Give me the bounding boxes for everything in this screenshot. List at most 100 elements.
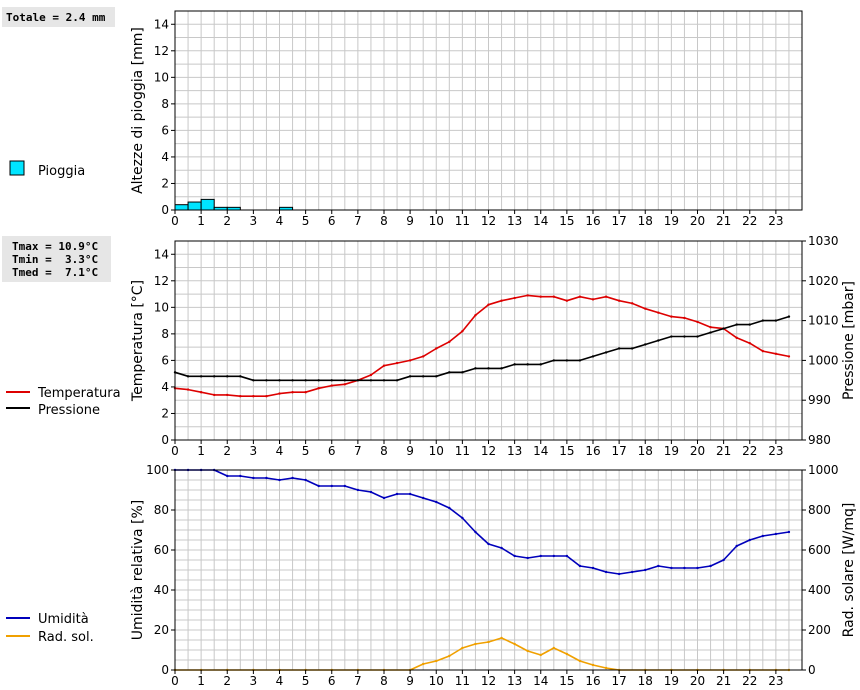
x-tick-label: 3	[250, 214, 258, 228]
y2-tick-label: 400	[808, 583, 831, 597]
y-tick-label: 20	[154, 623, 169, 637]
pressione-point	[226, 375, 229, 378]
x-tick-label: 8	[380, 674, 388, 688]
x-tick-label: 18	[638, 214, 653, 228]
umidita-point	[408, 492, 412, 496]
umidita-point	[239, 474, 242, 478]
pressione-point	[421, 375, 425, 378]
rad-sol-point	[421, 662, 425, 666]
pressione-point	[670, 335, 673, 338]
umidita-point	[448, 506, 451, 510]
pressione-point	[356, 379, 360, 382]
rain-total-box	[2, 7, 115, 27]
y-tick-label: 14	[154, 247, 169, 261]
temperatura-point	[421, 355, 425, 358]
x-tick-label: 9	[406, 214, 414, 228]
temperatura-point	[683, 316, 686, 320]
pressione-line	[174, 315, 790, 382]
umidita-point	[330, 484, 333, 488]
x-tick-label: 0	[171, 444, 179, 458]
umidita-point	[617, 572, 621, 576]
umidita-point	[761, 534, 765, 538]
y-tick-label: 4	[161, 150, 169, 164]
pressione-point	[552, 359, 556, 362]
y-axis-label: Temperatura [°C]	[130, 280, 146, 402]
y-tick-label: 0	[161, 663, 169, 677]
tmax-text: Tmax = 10.9°C	[12, 240, 98, 253]
x-tick-label: 10	[429, 214, 444, 228]
x-tick-label: 1	[197, 444, 205, 458]
temperatura-line	[174, 294, 790, 398]
x-tick-label: 19	[664, 674, 679, 688]
pressione-point	[774, 319, 778, 322]
temperatura-point	[199, 391, 203, 394]
temperatura-point	[657, 311, 660, 314]
x-tick-label: 2	[223, 674, 231, 688]
pressione-point	[487, 367, 490, 370]
temperatura-point	[395, 361, 399, 365]
x-tick-label: 6	[328, 214, 336, 228]
pressione-point	[578, 359, 582, 362]
rad-sol-point	[461, 646, 464, 650]
pressione-point	[317, 379, 320, 382]
humidity-legend-label: Umidità	[38, 612, 89, 627]
temperatura-point	[670, 315, 673, 318]
rain-panel: 0 1 2 3 4 5 6 7 8 9 10 11 12 13 14 15 16 17 18 19 20 21 22 2302…	[130, 10, 803, 228]
x-tick-label: 14	[533, 674, 548, 688]
x-tick-label: 10	[429, 444, 444, 458]
temperatura-point	[774, 352, 778, 355]
x-tick-label: 21	[716, 444, 731, 458]
pressione-point	[735, 323, 738, 326]
pressione-point	[395, 379, 399, 382]
rad-sol-point	[513, 642, 516, 646]
pressione-point	[539, 363, 542, 366]
x-tick-label: 13	[507, 444, 522, 458]
pressione-point	[278, 379, 281, 382]
x-tick-label: 4	[276, 214, 284, 228]
temperatura-point	[487, 303, 490, 306]
umidita-point	[787, 530, 791, 534]
x-tick-label: 11	[455, 674, 470, 688]
temperatura-point	[748, 341, 751, 345]
x-tick-label: 4	[276, 674, 284, 688]
pressione-point	[722, 327, 725, 330]
x-tick-label: 15	[559, 674, 574, 688]
x-tick-label: 21	[716, 674, 731, 688]
temperatura-point	[369, 373, 373, 377]
humidity-radiation-panel: 0 1 2 3 4 5 6 7 8 9 10 11 12 13 14 15 16 17 18 19 20 21 22 2302…	[130, 463, 857, 688]
temperatura-point	[317, 387, 320, 390]
temperatura-point	[382, 364, 386, 367]
pressione-point	[617, 347, 621, 350]
umidita-point	[709, 564, 712, 568]
y2-tick-label: 0	[808, 663, 816, 677]
x-tick-label: 22	[742, 674, 757, 688]
temperatura-point	[526, 294, 529, 297]
temperatura-point	[278, 392, 281, 395]
temperatura-point	[630, 302, 634, 305]
umidita-point	[630, 570, 634, 574]
pressione-point	[630, 347, 634, 350]
pressione-point	[657, 339, 660, 342]
y-tick-label: 4	[161, 380, 169, 394]
umidita-point	[226, 474, 229, 478]
y2-tick-label: 600	[808, 543, 831, 557]
x-tick-label: 12	[481, 214, 496, 228]
y-tick-label: 100	[146, 463, 169, 477]
x-tick-label: 7	[354, 674, 362, 688]
rad-sol-point	[500, 636, 503, 640]
x-tick-label: 12	[481, 674, 496, 688]
x-tick-label: 16	[585, 674, 600, 688]
x-tick-label: 23	[768, 214, 783, 228]
y2-tick-label: 800	[808, 503, 831, 517]
umidita-point	[343, 484, 347, 488]
umidita-point	[317, 484, 320, 488]
temperatura-point	[226, 393, 229, 397]
temperatura-point	[761, 349, 765, 353]
y2-tick-label: 1020	[808, 274, 839, 288]
pressione-point	[644, 343, 647, 346]
pressione-point	[291, 379, 294, 382]
x-tick-label: 17	[611, 674, 626, 688]
x-tick-label: 16	[585, 214, 600, 228]
temperatura-point	[304, 391, 307, 394]
